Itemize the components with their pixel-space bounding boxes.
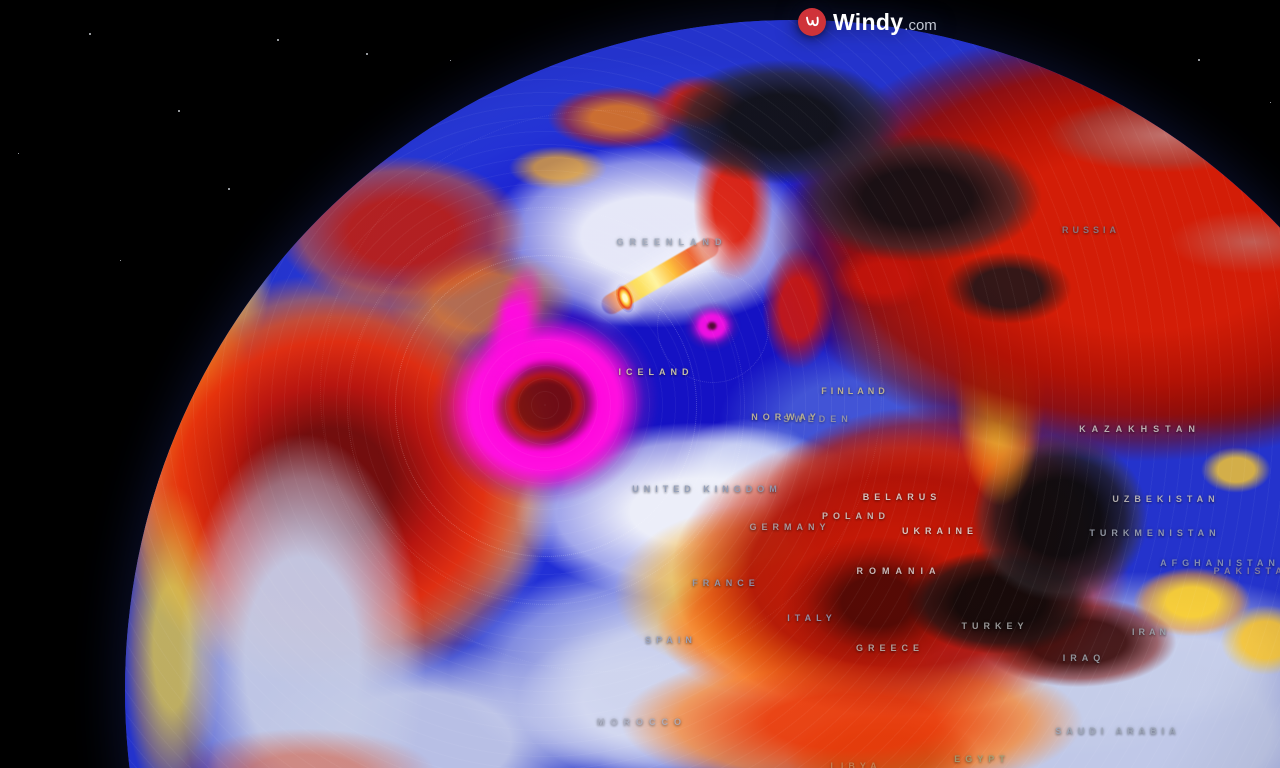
windy-swirl-icon bbox=[798, 8, 826, 36]
brand-suffix: .com bbox=[904, 16, 937, 34]
globe-map[interactable] bbox=[125, 20, 1280, 768]
windy-logo[interactable]: Windy .com bbox=[798, 8, 937, 36]
windy-logo-text: Windy .com bbox=[833, 9, 937, 36]
star bbox=[89, 33, 91, 35]
star bbox=[120, 260, 121, 261]
brand-name: Windy bbox=[833, 8, 904, 35]
star bbox=[18, 153, 19, 154]
